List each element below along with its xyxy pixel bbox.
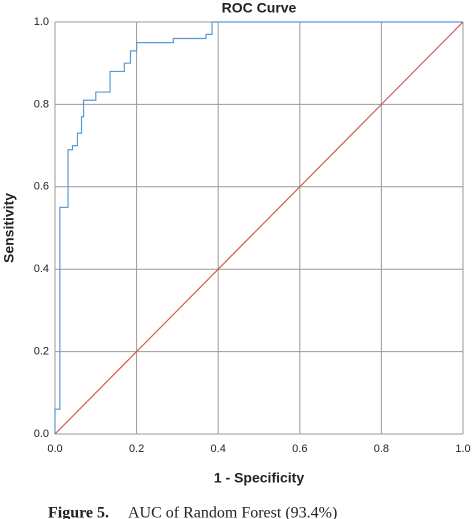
x-tick-label: 1.0 (455, 443, 470, 455)
roc-line (54, 21, 464, 435)
x-tick-label: 0.2 (129, 443, 144, 455)
y-tick-label: 0.0 (34, 428, 49, 440)
y-tick-label: 1.0 (34, 16, 49, 28)
y-tick-label: 0.4 (34, 263, 49, 275)
y-tick-label: 0.6 (34, 181, 49, 193)
roc-line (54, 21, 463, 434)
y-tick-label: 0.2 (34, 346, 49, 358)
x-tick-label: 0.6 (292, 443, 307, 455)
chart-title: ROC Curve (222, 0, 297, 16)
x-tick-label: 0.8 (374, 443, 389, 455)
caption: AUC of Random Forest (93.4%) (128, 505, 337, 519)
caption-label: Figure 5. (48, 505, 109, 519)
x-axis-label: 1 - Specificity (214, 470, 304, 486)
y-tick-label: 0.8 (34, 98, 49, 110)
x-tick-label: 0.4 (211, 443, 226, 455)
y-axis-label: Sensitivity (1, 193, 17, 263)
x-tick-label: 0.0 (47, 443, 62, 455)
